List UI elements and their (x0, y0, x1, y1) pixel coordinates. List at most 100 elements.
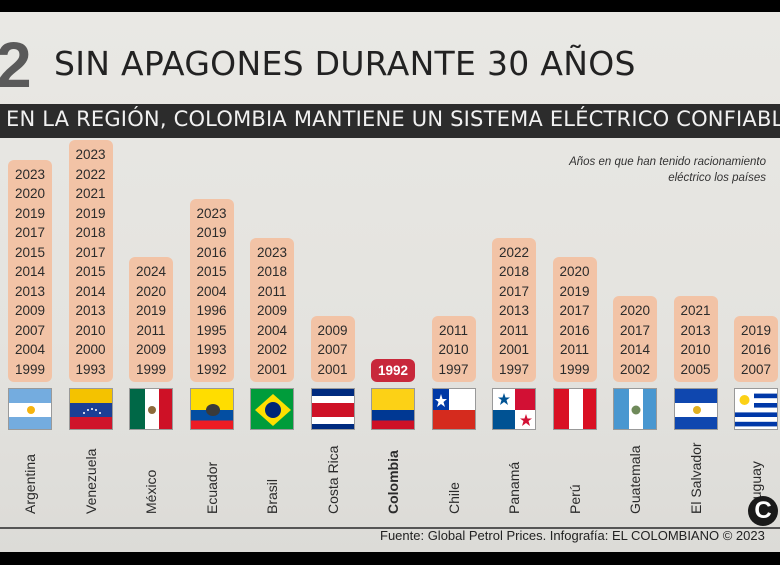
year-label: 2019 (135, 303, 167, 318)
divider (0, 527, 780, 529)
year-label: 2018 (75, 225, 106, 240)
year-label: 2013 (75, 303, 106, 318)
headline-row: 2 SIN APAGONES DURANTE 30 AÑOS (0, 29, 780, 101)
year-label: 2001 (498, 342, 530, 357)
year-label: 1992 (196, 361, 227, 377)
year-stack: 2024 2020 2019 2011 2009 1999 (129, 257, 173, 382)
source-credit: Fuente: Global Petrol Prices. Infografía… (380, 528, 765, 543)
chile-flag-icon (431, 388, 476, 430)
guatemala-flag-icon (613, 388, 657, 430)
year-label: 2001 (256, 361, 288, 377)
subtitle-bar: EN LA REGIÓN, COLOMBIA MANTIENE UN SISTE… (0, 104, 780, 138)
year-label: 2011 (257, 283, 287, 299)
year-label: 2004 (256, 322, 288, 338)
country-label: Ecuador (203, 461, 220, 514)
year-stack: 2009 2007 2001 (310, 315, 355, 382)
year-label: 1997 (498, 361, 530, 377)
colombia-flag-icon (371, 388, 415, 430)
year-label: 2009 (256, 303, 288, 318)
year-label: 2014 (14, 264, 46, 279)
year-label: 2009 (14, 303, 46, 318)
year-stack: 2023 2019 2016 2015 2004 1996 1995 1993 1992 (189, 198, 234, 382)
year-label: 2016 (559, 322, 590, 338)
page-title: SIN APAGONES DURANTE 30 AÑOS (54, 44, 636, 83)
year-label: 2020 (619, 303, 651, 318)
year-label: 2023 (75, 147, 106, 162)
year-stack: 2023 2022 2021 2019 2018 2017 2015 2014 2013 2010… (68, 140, 113, 382)
year-label: 1992 (377, 362, 409, 378)
year-label: 2010 (438, 342, 469, 357)
year-label: 2019 (196, 225, 227, 240)
year-label: 2017 (14, 225, 46, 240)
year-stack: 2022 2018 2017 2013 2011 2001 1997 (492, 237, 536, 382)
year-label: 2001 (317, 361, 348, 377)
country-label: Venezuela (82, 448, 99, 514)
country-label: Colombia (385, 450, 401, 514)
year-label: 2017 (75, 244, 106, 260)
year-label: 2002 (256, 342, 288, 357)
year-label: 2004 (14, 342, 46, 357)
year-label: 2011 (136, 322, 166, 338)
year-label: 2023 (256, 244, 288, 260)
year-stack: 2023 2020 2019 2017 2015 2014 2013 2009 2007 2004… (8, 159, 52, 382)
panama-flag-icon (492, 388, 536, 430)
country-label: El Salvador (687, 442, 704, 514)
year-label: 2023 (196, 205, 227, 221)
year-label: 1996 (196, 303, 227, 318)
year-label: 2015 (196, 264, 227, 279)
brazil-flag-icon (250, 388, 294, 430)
year-label: 2010 (75, 322, 106, 338)
year-label: 1993 (196, 342, 227, 357)
el-salvador-flag-icon (673, 388, 718, 430)
year-label: 1995 (196, 322, 227, 338)
year-label: 2019 (75, 205, 106, 221)
year-label: 1993 (75, 361, 106, 377)
year-label: 2018 (256, 264, 288, 279)
year-label: 2009 (317, 322, 348, 338)
year-label: 2015 (75, 264, 106, 279)
country-label: México (143, 469, 159, 514)
year-label: 2007 (317, 342, 348, 357)
year-label: 2024 (135, 264, 167, 279)
country-label: Perú (566, 484, 583, 514)
el-colombiano-logo: C (748, 496, 778, 526)
year-label: 2017 (619, 322, 651, 338)
year-label: 2022 (75, 166, 106, 182)
venezuela-flag-icon (68, 388, 113, 430)
year-label: 2000 (75, 342, 106, 357)
mexico-flag-icon (129, 388, 173, 430)
year-label: 1997 (438, 361, 469, 377)
year-label: 2016 (196, 244, 227, 260)
costa-rica-flag-icon (310, 388, 355, 430)
year-label: 2004 (196, 283, 227, 299)
year-label: 2011 (438, 322, 469, 338)
year-label: 2019 (740, 322, 772, 338)
year-stack: 2011 2010 1997 (431, 315, 476, 382)
year-label: 2020 (559, 264, 590, 279)
year-stack: 2020 2019 2017 2016 2011 1999 (552, 257, 597, 382)
peru-flag-icon (552, 388, 597, 430)
year-label: 2009 (135, 342, 167, 357)
year-stack: 1992 (371, 358, 415, 382)
year-label: 1999 (559, 361, 590, 377)
year-label: 2015 (14, 244, 46, 260)
ecuador-flag-icon (189, 388, 234, 430)
country-label: Argentina (22, 454, 38, 514)
uruguay-flag-icon (734, 388, 778, 430)
year-label: 2007 (740, 361, 772, 377)
year-stack: 2020 2017 2014 2002 (613, 296, 657, 382)
year-label: 2011 (559, 342, 590, 357)
year-label: 2019 (14, 205, 46, 221)
year-label: 2022 (498, 244, 530, 260)
year-stack: 2021 2013 2010 2005 (673, 296, 718, 382)
year-label: 2002 (619, 361, 651, 377)
argentina-flag-icon (8, 388, 52, 430)
year-label: 2020 (135, 283, 167, 299)
year-label: 2013 (498, 303, 530, 318)
year-label: 2018 (498, 264, 530, 279)
year-stack: 2019 2016 2007 (734, 315, 778, 382)
year-label: 2011 (499, 322, 529, 338)
year-stack: 2023 2018 2011 2009 2004 2002 2001 (250, 237, 294, 382)
chart-note: Años en que han tenido racionamiento elé… (569, 156, 766, 184)
year-label: 2019 (559, 283, 590, 299)
